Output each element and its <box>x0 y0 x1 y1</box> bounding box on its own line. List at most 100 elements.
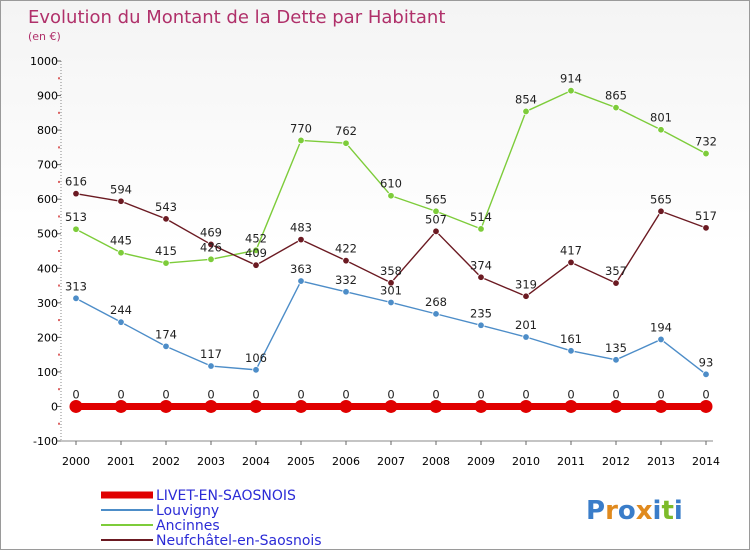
data-point <box>567 87 575 95</box>
legend-label: Ancinnes <box>156 518 220 534</box>
data-point <box>72 189 80 198</box>
data-label: 422 <box>335 242 357 256</box>
data-point <box>522 107 530 116</box>
data-label: 452 <box>245 231 267 245</box>
data-point <box>117 197 125 205</box>
data-point <box>339 399 353 413</box>
x-tick-label: 2009 <box>467 455 495 468</box>
data-point <box>522 292 530 300</box>
data-label: 417 <box>560 243 582 257</box>
data-label: 0 <box>207 387 214 401</box>
data-point <box>432 207 440 215</box>
data-point <box>702 149 710 158</box>
data-point <box>567 347 575 355</box>
data-point <box>297 235 305 244</box>
y-tick-label: -100 <box>33 435 58 448</box>
data-label: 0 <box>342 387 349 401</box>
data-label: 565 <box>425 192 447 206</box>
data-point <box>699 399 713 413</box>
data-point <box>297 136 305 145</box>
legend: LIVET-EN-SAOSNOISLouvignyAncinnesNeufchâ… <box>101 488 322 549</box>
data-label: 0 <box>297 387 304 401</box>
data-label: 445 <box>110 234 132 248</box>
data-point <box>519 399 533 413</box>
data-label: 0 <box>387 387 394 401</box>
y-tick-label: 200 <box>37 331 58 344</box>
data-point <box>294 399 308 413</box>
legend-label: LIVET-EN-SAOSNOIS <box>156 488 296 504</box>
data-label: 374 <box>470 258 492 272</box>
data-label: 0 <box>252 387 259 401</box>
data-label: 268 <box>425 295 447 309</box>
data-label: 0 <box>72 387 79 401</box>
data-point <box>429 399 443 413</box>
data-point <box>387 298 395 307</box>
data-point <box>657 335 665 344</box>
data-point <box>609 399 623 413</box>
logo-letter: o <box>618 496 636 526</box>
chart-title: Evolution du Montant de la Dette par Hab… <box>28 7 445 28</box>
data-label: 770 <box>290 121 312 135</box>
data-point <box>72 225 80 233</box>
data-point <box>657 126 665 134</box>
data-label: 513 <box>65 210 87 224</box>
y-tick-label: 400 <box>37 262 58 275</box>
data-point <box>612 103 620 112</box>
data-point <box>522 333 530 341</box>
x-tick-label: 2013 <box>647 455 675 468</box>
logo-letter: i <box>674 496 683 526</box>
logo-letter: P <box>586 496 605 526</box>
data-point <box>342 139 350 147</box>
data-label: 594 <box>110 182 132 196</box>
proxiti-logo: Proxiti <box>586 496 683 526</box>
data-label: 235 <box>470 306 492 320</box>
y-tick-label: 800 <box>37 124 58 137</box>
data-point <box>252 246 260 255</box>
data-point <box>207 240 215 249</box>
data-point <box>207 362 215 370</box>
x-tick-label: 2004 <box>242 455 270 468</box>
data-label: 244 <box>110 303 132 317</box>
data-label: 565 <box>650 192 672 206</box>
data-point <box>432 310 440 318</box>
data-label: 865 <box>605 89 627 103</box>
data-label: 0 <box>702 387 709 401</box>
x-tick-label: 2011 <box>557 455 585 468</box>
y-tick-label: 600 <box>37 193 58 206</box>
legend-label: Neufchâtel-en-Saosnois <box>156 533 322 549</box>
data-label: 801 <box>650 111 672 125</box>
data-label: 854 <box>515 92 537 106</box>
data-point <box>342 288 350 296</box>
data-label: 610 <box>380 177 402 191</box>
logo-letter: r <box>605 496 618 526</box>
plot-area: 513 445 415 426 452 770 762 610 565 514 854 914 865 8… <box>65 72 717 413</box>
data-point <box>654 399 668 413</box>
data-label: 0 <box>567 387 574 401</box>
data-label: 357 <box>605 264 627 278</box>
x-tick-label: 2006 <box>332 455 360 468</box>
data-label: 469 <box>200 225 222 239</box>
data-point <box>204 399 218 413</box>
data-point <box>387 279 395 287</box>
data-label: 0 <box>162 387 169 401</box>
data-point <box>162 259 170 267</box>
data-label: 514 <box>470 210 492 224</box>
data-point <box>432 227 440 236</box>
logo-letter: i <box>653 496 662 526</box>
data-point <box>72 294 80 303</box>
data-label: 762 <box>335 124 357 138</box>
x-tick-label: 2012 <box>602 455 630 468</box>
data-label: 301 <box>380 283 402 297</box>
data-point <box>474 399 488 413</box>
data-point <box>162 342 170 351</box>
logo-letter: x <box>636 496 653 526</box>
logo-text: Proxiti <box>586 496 683 526</box>
x-tick-label: 2003 <box>197 455 225 468</box>
data-label: 319 <box>515 277 537 291</box>
data-label: 174 <box>155 327 177 341</box>
data-point <box>117 249 125 257</box>
data-label: 616 <box>65 175 87 189</box>
data-label: 0 <box>432 387 439 401</box>
